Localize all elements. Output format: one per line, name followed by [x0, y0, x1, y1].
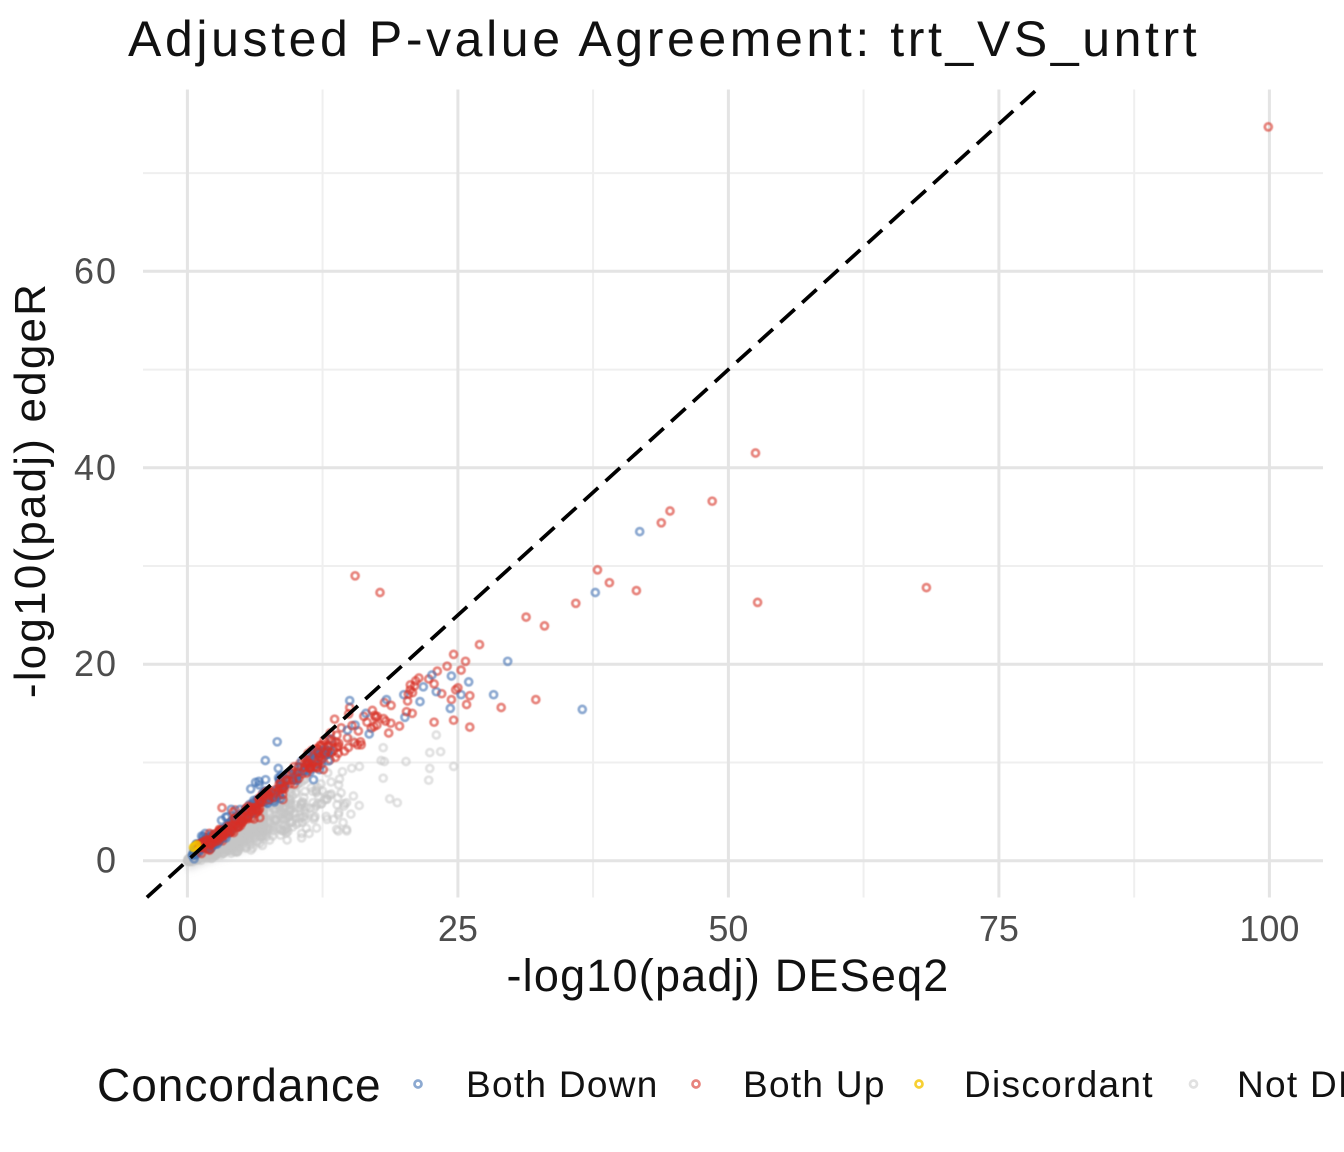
svg-text:Not DE: Not DE	[1237, 1064, 1344, 1105]
svg-text:60: 60	[74, 250, 118, 291]
svg-text:Both Up: Both Up	[743, 1064, 886, 1105]
svg-text:25: 25	[438, 908, 478, 949]
svg-text:-log10(padj) edgeR: -log10(padj) edgeR	[6, 282, 55, 698]
svg-text:-log10(padj) DESeq2: -log10(padj) DESeq2	[506, 950, 949, 1001]
svg-text:100: 100	[1239, 908, 1299, 949]
svg-text:20: 20	[74, 643, 118, 684]
svg-text:40: 40	[74, 447, 118, 488]
svg-text:0: 0	[96, 840, 118, 881]
svg-text:50: 50	[708, 908, 748, 949]
svg-text:0: 0	[177, 908, 197, 949]
svg-text:Both Down: Both Down	[466, 1064, 659, 1105]
svg-text:Discordant: Discordant	[964, 1064, 1154, 1105]
svg-text:Adjusted P-value Agreement: tr: Adjusted P-value Agreement: trt_VS_untrt	[128, 11, 1200, 67]
svg-text:Concordance: Concordance	[97, 1059, 382, 1111]
svg-text:75: 75	[979, 908, 1019, 949]
